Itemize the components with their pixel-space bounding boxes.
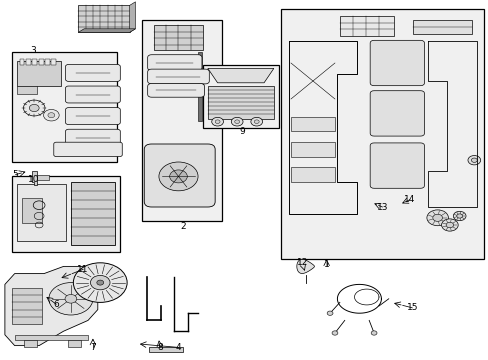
Circle shape (426, 210, 447, 226)
Bar (378, 153, 415, 178)
Bar (68, 340, 81, 347)
Polygon shape (78, 29, 135, 32)
Bar (12, 52, 117, 162)
FancyBboxPatch shape (369, 40, 424, 86)
Polygon shape (296, 259, 314, 274)
Bar (378, 50, 415, 76)
Circle shape (43, 109, 59, 121)
Bar (71, 182, 115, 245)
FancyBboxPatch shape (65, 129, 120, 146)
Text: 2: 2 (180, 222, 186, 231)
Bar (290, 117, 334, 131)
Bar (26, 59, 31, 65)
Circle shape (169, 170, 187, 183)
Polygon shape (5, 266, 98, 346)
Polygon shape (207, 68, 273, 83)
Bar (203, 65, 278, 128)
Text: 9: 9 (239, 127, 244, 136)
Circle shape (231, 117, 243, 126)
Text: 4: 4 (175, 343, 181, 352)
Circle shape (49, 283, 93, 315)
Bar (51, 59, 56, 65)
Bar (290, 142, 334, 157)
Circle shape (370, 331, 376, 335)
Bar (154, 25, 203, 50)
Text: 15: 15 (406, 303, 417, 312)
Circle shape (326, 311, 332, 315)
Bar (149, 347, 183, 352)
Bar (17, 61, 61, 86)
Bar (15, 335, 88, 340)
FancyBboxPatch shape (65, 108, 120, 125)
Circle shape (432, 214, 442, 221)
Bar (45, 59, 50, 65)
Circle shape (65, 294, 77, 303)
FancyBboxPatch shape (144, 144, 215, 207)
FancyBboxPatch shape (369, 143, 424, 188)
Bar (198, 52, 202, 121)
Bar (20, 59, 24, 65)
Bar (24, 340, 37, 347)
Circle shape (73, 263, 127, 302)
Bar (412, 20, 471, 34)
Circle shape (250, 117, 262, 126)
Bar (32, 59, 37, 65)
Text: 12: 12 (296, 258, 307, 267)
FancyBboxPatch shape (65, 86, 120, 103)
FancyBboxPatch shape (147, 69, 209, 84)
Text: 14: 14 (403, 195, 415, 204)
Circle shape (456, 214, 462, 218)
Circle shape (23, 100, 45, 116)
Bar (17, 86, 37, 94)
Circle shape (48, 113, 55, 118)
Bar (12, 288, 41, 324)
Bar (12, 176, 120, 252)
Text: 11: 11 (77, 265, 89, 274)
Text: 5: 5 (13, 170, 19, 179)
Polygon shape (129, 2, 135, 32)
Circle shape (97, 280, 103, 285)
Bar (39, 59, 43, 65)
FancyBboxPatch shape (54, 142, 122, 157)
Bar (37, 175, 49, 180)
Text: 13: 13 (376, 202, 387, 211)
Text: 3: 3 (30, 46, 36, 55)
Bar (22, 198, 41, 223)
Bar (78, 5, 129, 32)
Circle shape (452, 211, 465, 221)
Bar (207, 86, 273, 119)
Bar (378, 101, 415, 126)
Bar (142, 20, 222, 221)
Circle shape (254, 120, 259, 123)
Polygon shape (32, 171, 37, 185)
Text: 7: 7 (90, 343, 96, 352)
Circle shape (234, 120, 239, 123)
Circle shape (90, 275, 110, 290)
Circle shape (441, 219, 457, 231)
Circle shape (467, 156, 480, 165)
Text: 6: 6 (53, 300, 59, 309)
Bar (339, 16, 393, 36)
Circle shape (470, 158, 476, 162)
Circle shape (331, 331, 337, 335)
Circle shape (211, 117, 223, 126)
FancyBboxPatch shape (147, 84, 204, 97)
FancyBboxPatch shape (147, 55, 202, 71)
FancyBboxPatch shape (65, 64, 120, 81)
Text: 8: 8 (157, 343, 163, 352)
Circle shape (159, 162, 198, 191)
Bar (17, 184, 66, 241)
FancyBboxPatch shape (369, 91, 424, 136)
Text: 10: 10 (27, 175, 39, 184)
Circle shape (215, 120, 220, 123)
Circle shape (445, 222, 453, 228)
Bar (281, 9, 483, 259)
Bar (290, 167, 334, 182)
Circle shape (29, 104, 39, 112)
Text: 1: 1 (323, 260, 329, 269)
